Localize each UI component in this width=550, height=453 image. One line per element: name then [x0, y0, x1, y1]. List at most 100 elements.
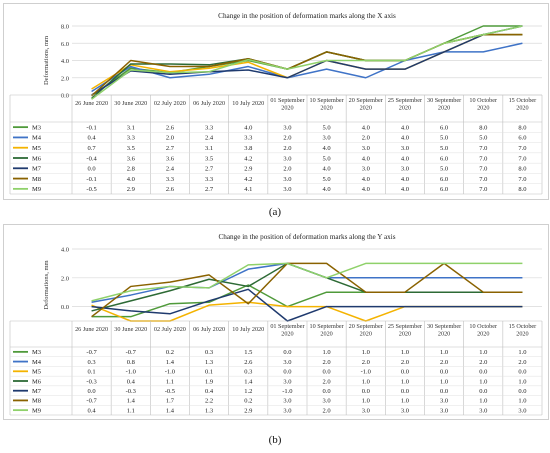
- data-cell: 3.3: [205, 176, 213, 183]
- data-cell: 7.0: [479, 186, 487, 193]
- data-cell: 3.3: [127, 135, 135, 142]
- legend-label-m3: M3: [32, 349, 41, 356]
- data-cell: 1.0: [401, 398, 409, 405]
- data-cell: -0.5: [165, 388, 175, 395]
- data-cell: -0.7: [126, 349, 137, 356]
- data-cell: -0.1: [86, 176, 96, 183]
- x-tick-label: 25 September 2020: [388, 97, 422, 112]
- data-cell: 3.0: [518, 407, 526, 414]
- data-cell: 3.0: [323, 135, 331, 142]
- data-cell: 2.9: [127, 186, 135, 193]
- chart-panel-x: Change in the position of deformation ma…: [3, 3, 549, 200]
- x-tick-label: 30 June 2020: [114, 100, 147, 107]
- data-cell: 1.0: [479, 349, 487, 356]
- data-cell: 0.0: [283, 349, 291, 356]
- data-cell: 4.0: [323, 166, 331, 173]
- x-tick-label: 01 September 2020: [270, 97, 304, 112]
- data-cell: 3.1: [205, 145, 213, 152]
- data-cell: 3.0: [283, 124, 291, 131]
- data-cell: 1.0: [518, 349, 526, 356]
- data-cell: 2.7: [166, 145, 175, 152]
- data-cell: 3.1: [127, 124, 135, 131]
- x-tick-label: 10 October 2020: [469, 323, 497, 338]
- data-cell: 1.2: [244, 388, 252, 395]
- data-cell: 4.0: [362, 155, 370, 162]
- data-cell: 5.0: [440, 145, 448, 152]
- data-cell: 2.0: [362, 135, 370, 142]
- y-tick-label: 6.0: [61, 41, 69, 48]
- data-cell: 4.0: [362, 124, 370, 131]
- x-tick-label: 10 July 2020: [232, 100, 264, 107]
- data-cell: 3.0: [283, 398, 291, 405]
- data-cell: 0.0: [323, 388, 331, 395]
- data-cell: 3.0: [283, 359, 291, 366]
- data-cell: 0.7: [88, 145, 97, 152]
- data-cell: 3.0: [401, 145, 409, 152]
- data-cell: 0.2: [166, 349, 174, 356]
- x-tick-label: 25 September 2020: [388, 323, 422, 338]
- legend-label-m6: M6: [32, 155, 42, 162]
- data-cell: 2.0: [362, 359, 370, 366]
- data-cell: 0.0: [283, 369, 291, 376]
- data-cell: -0.3: [86, 378, 96, 385]
- data-cell: 3.3: [166, 176, 174, 183]
- data-cell: 1.4: [244, 378, 253, 385]
- data-cell: 3.0: [283, 176, 291, 183]
- data-cell: -0.1: [86, 124, 96, 131]
- series-line-m5: [91, 301, 523, 322]
- data-cell: 0.8: [127, 359, 135, 366]
- data-cell: 0.0: [88, 166, 96, 173]
- data-cell: 4.0: [401, 135, 409, 142]
- data-cell: 4.0: [401, 124, 409, 131]
- data-cell: -0.3: [126, 388, 136, 395]
- data-cell: 0.0: [88, 388, 96, 395]
- legend-label-m9: M9: [32, 407, 41, 414]
- data-cell: 3.0: [362, 145, 370, 152]
- data-cell: 1.1: [166, 378, 174, 385]
- data-cell: 5.0: [323, 124, 331, 131]
- series-line-m4: [91, 262, 523, 304]
- x-tick-label: 01 September 2020: [270, 323, 304, 338]
- data-cell: 8.0: [518, 186, 526, 193]
- data-cell: 7.0: [479, 155, 487, 162]
- series-line-m6: [91, 33, 523, 100]
- data-cell: 2.0: [323, 359, 331, 366]
- data-cell: 4.1: [244, 186, 252, 193]
- chart-x-svg: Change in the position of deformation ma…: [9, 12, 543, 195]
- data-cell: 6.0: [518, 135, 526, 142]
- x-tick-label: 10 July 2020: [232, 326, 264, 333]
- data-cell: 4.0: [362, 176, 370, 183]
- data-cell: 5.0: [323, 176, 331, 183]
- data-cell: 4.0: [362, 186, 370, 193]
- y-tick-label: 0.0: [61, 93, 69, 100]
- data-cell: 2.8: [127, 166, 135, 173]
- data-cell: 1.0: [479, 398, 487, 405]
- data-cell: 5.0: [479, 135, 487, 142]
- data-cell: 6.0: [440, 155, 448, 162]
- x-tick-label: 02 July 2020: [154, 100, 186, 107]
- data-cell: 3.0: [362, 166, 370, 173]
- data-cell: 2.0: [283, 135, 291, 142]
- series-line-m5: [91, 33, 523, 90]
- data-cell: 1.5: [244, 349, 252, 356]
- data-cell: 3.6: [166, 155, 175, 162]
- data-cell: 1.0: [362, 378, 370, 385]
- data-cell: 2.0: [323, 378, 331, 385]
- data-cell: 1.9: [205, 378, 213, 385]
- series-line-m8: [91, 262, 523, 318]
- data-cell: 0.4: [205, 388, 214, 395]
- data-cell: 2.2: [205, 398, 213, 405]
- data-cell: 0.0: [440, 369, 448, 376]
- data-cell: -1.0: [126, 369, 136, 376]
- legend-label-m9: M9: [32, 186, 41, 193]
- data-cell: 2.6: [166, 186, 175, 193]
- data-cell: 4.0: [323, 186, 331, 193]
- data-cell: 7.0: [479, 166, 487, 173]
- data-cell: 1.0: [401, 378, 409, 385]
- data-cell: 3.0: [283, 378, 291, 385]
- series-line-m9: [91, 262, 523, 302]
- series-line-m7: [91, 25, 523, 96]
- legend-label-m5: M5: [32, 145, 41, 152]
- data-cell: 4.0: [401, 176, 409, 183]
- data-cell: 6.0: [440, 176, 448, 183]
